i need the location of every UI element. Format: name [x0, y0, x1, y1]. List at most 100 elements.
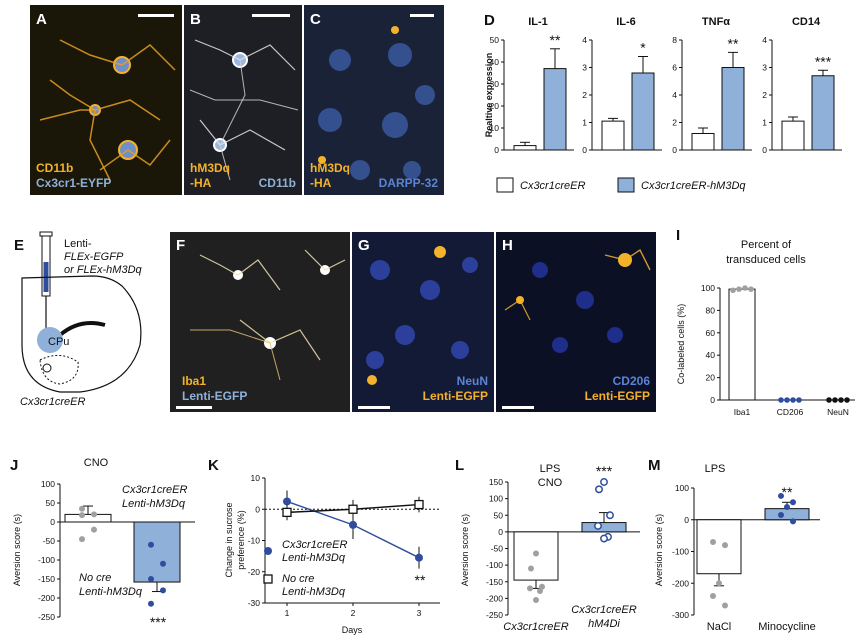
brain-structure — [39, 355, 79, 385]
panel-m-title: LPS — [705, 463, 726, 475]
legend-label-nocre-1: No cre — [282, 573, 314, 585]
panel-m-y-tick-label: -200 — [672, 578, 689, 588]
panel-e-injection-3: or FLEx-hM3Dq — [64, 264, 143, 276]
panel-i-title-line2: transduced cells — [726, 254, 806, 266]
cell-shape — [451, 341, 469, 359]
panel-i-category-label: CD206 — [777, 407, 804, 417]
data-point — [736, 286, 742, 292]
panel-g-letter: G — [358, 237, 370, 254]
data-point — [730, 287, 736, 294]
bar-hm3dq — [631, 72, 655, 151]
cell-process — [59, 39, 176, 71]
bar-hm4di — [581, 522, 627, 533]
panel-j-y-tick-label: -150 — [38, 574, 55, 584]
panel-d-sub1-y-tick-label: 1 — [582, 118, 587, 128]
data-point — [91, 511, 97, 518]
panel-j-group-label-2a: Cx3cr1creER — [122, 484, 187, 496]
panel-l-y-tick-label: -200 — [486, 593, 503, 603]
legend-label-hm3dq: Cx3cr1creER-hM3Dq — [641, 180, 746, 192]
panel-i-chart: I Percent of transduced cells 0 20 40 60 80 100 C… — [676, 227, 855, 417]
panel-m-y-tick-label: 0 — [684, 515, 689, 525]
panel-d-subplot: IL-1 0 10 20 30 40 50 ** — [490, 16, 574, 155]
data-point — [79, 505, 85, 512]
panel-a-letter: A — [36, 11, 47, 28]
panel-i-y-tick-label: 80 — [706, 305, 716, 315]
bar-control — [513, 145, 537, 151]
cell-shape — [420, 280, 440, 300]
panel-j-group-label-1b: Lenti-hM3Dq — [79, 586, 143, 598]
cell-shape — [434, 246, 446, 258]
panel-d-sub0-y-tick-label: 40 — [490, 57, 500, 67]
legend-label-hm3dq-1: Cx3cr1creER — [282, 539, 347, 551]
micrograph-a — [30, 5, 182, 195]
panel-l-significance: *** — [596, 463, 613, 479]
panel-l-group-label-2b: hM4Di — [588, 618, 620, 630]
panel-l-y-tick-label: -50 — [491, 544, 504, 554]
legend-swatch-control — [496, 177, 514, 193]
bar-nacl — [696, 519, 742, 575]
panel-d-sub3-y-tick-label: 1 — [762, 118, 767, 128]
panel-m-y-tick-label: 100 — [675, 483, 689, 493]
panel-j-group-label-1a: No cre — [79, 572, 111, 584]
panel-l-title: LPS — [540, 463, 561, 475]
panel-f-label-1: Iba1 — [182, 374, 206, 388]
panel-k-chart: K 10 0 -10 -20 -30 1 2 3 Days Change in sucrose pre… — [208, 457, 440, 635]
panel-l-title-2: CNO — [538, 477, 563, 489]
panel-m-significance: ** — [782, 484, 793, 500]
significance-marker: *** — [815, 53, 832, 69]
panel-l-group-label-1: Cx3cr1creER — [503, 621, 568, 633]
data-point — [79, 536, 85, 543]
syringe-cap — [39, 231, 53, 237]
data-point — [528, 565, 534, 572]
panel-j-letter: J — [10, 457, 18, 474]
data-point — [414, 499, 424, 510]
data-point — [778, 397, 784, 403]
corpus-callosum — [58, 321, 106, 337]
cell-shape — [370, 260, 390, 280]
panel-i-category-label: Iba1 — [734, 407, 751, 417]
panel-b-letter: B — [190, 11, 201, 28]
panel-j-y-tick-label: 50 — [46, 498, 56, 508]
cell-shape — [350, 160, 370, 180]
panel-k-x-tick-label: 3 — [417, 608, 422, 618]
data-point — [716, 580, 722, 587]
panel-g-label-1: NeuN — [457, 374, 488, 388]
data-point — [533, 597, 539, 604]
panel-i-category-label: NeuN — [827, 407, 849, 417]
data-point — [91, 526, 97, 533]
panel-j-y-tick-label: -50 — [43, 536, 56, 546]
panel-l-y-tick-label: 150 — [489, 477, 503, 487]
panel-m-y-tick-label: -300 — [672, 610, 689, 620]
bar-hm3dq — [543, 68, 567, 151]
panel-h-label-1: CD206 — [613, 374, 651, 388]
cell-process — [604, 248, 651, 271]
cell-process — [304, 249, 346, 271]
panel-e-injection-1: Lenti- — [64, 238, 92, 250]
cell-process — [504, 299, 531, 321]
panel-e-region: CPu — [48, 336, 69, 348]
data-point — [160, 587, 166, 594]
panel-k-y-tick-label: 0 — [255, 504, 260, 514]
significance-marker: ** — [550, 32, 561, 48]
panel-c-letter: C — [310, 11, 321, 28]
cell-process — [190, 329, 281, 381]
data-point — [595, 485, 603, 494]
bar-no-cre — [64, 513, 112, 523]
bar-hm3dq — [133, 521, 181, 583]
panel-d-subplot-title: IL-6 — [616, 16, 636, 28]
data-point — [148, 576, 154, 582]
panel-i-y-tick-label: 100 — [701, 283, 715, 293]
data-point — [283, 497, 291, 506]
panel-d-sub1-y-tick-label: 2 — [582, 90, 587, 100]
cell-shape — [532, 262, 548, 278]
panel-i-y-tick-label: 40 — [706, 350, 716, 360]
panel-k-letter: K — [208, 457, 219, 474]
cell-shape — [366, 351, 384, 369]
panel-d-sub0-y-tick-label: 30 — [490, 79, 500, 89]
panel-d-subplot: TNFα 0 2 4 6 8 ** — [672, 16, 752, 155]
data-point — [832, 397, 838, 403]
panel-i-letter: I — [676, 227, 680, 244]
panel-k-x-label: Days — [342, 625, 363, 635]
panel-j-y-tick-label: -250 — [38, 612, 55, 622]
